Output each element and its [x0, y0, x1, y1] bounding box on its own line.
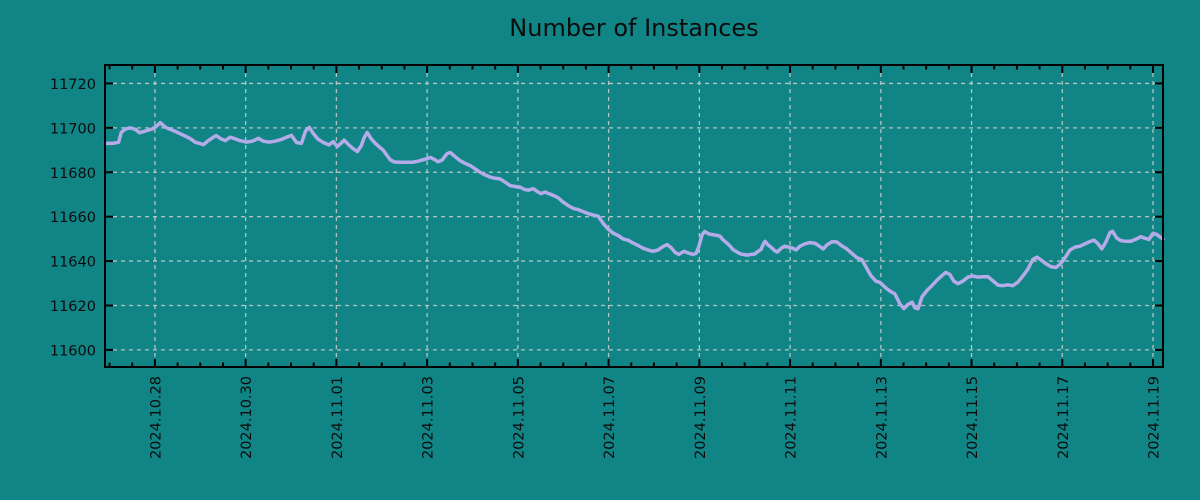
- x-tick-label: 2024.11.07: [602, 376, 618, 459]
- x-tick-label: 2024.11.17: [1056, 376, 1072, 459]
- x-tick-label: 2024.11.03: [421, 376, 437, 459]
- plot-border: [104, 64, 1164, 368]
- x-tick-label: 2024.11.05: [511, 376, 527, 459]
- y-tick-label: 11600: [50, 343, 96, 359]
- y-tick-label: 11680: [50, 166, 96, 182]
- x-tick-label: 2024.11.11: [784, 376, 800, 459]
- series-line: [103, 120, 1165, 311]
- x-tick-label: 2024.11.15: [965, 376, 981, 459]
- x-tick-label: 2024.11.19: [1147, 376, 1163, 459]
- y-tick-label: 11620: [50, 299, 96, 315]
- x-tick-label: 2024.11.01: [330, 376, 346, 459]
- x-tick-label: 2024.10.30: [239, 376, 255, 459]
- x-tick-label: 2024.11.13: [874, 376, 890, 459]
- x-tick-label: 2024.11.09: [693, 376, 709, 459]
- chart-title: Number of Instances: [509, 14, 759, 42]
- y-tick-label: 11640: [50, 255, 96, 271]
- y-tick-label: 11720: [50, 77, 96, 93]
- y-tick-label: 11700: [50, 121, 96, 137]
- x-tick-label: 2024.10.28: [148, 376, 164, 459]
- y-tick-label: 11660: [50, 210, 96, 226]
